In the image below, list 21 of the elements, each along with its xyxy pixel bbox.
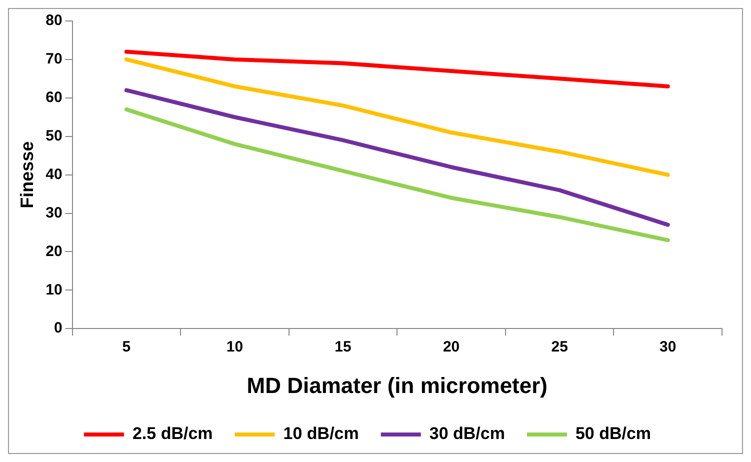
x-tick-label: 30	[660, 338, 676, 356]
y-tick-label: 80	[46, 12, 62, 30]
y-tick-label: 20	[46, 242, 62, 260]
legend-label: 10 dB/cm	[283, 424, 359, 444]
x-tick-label: 5	[122, 338, 131, 356]
y-tick-label: 40	[46, 166, 62, 183]
y-tick-label: 60	[46, 89, 62, 106]
x-tick-label: 20	[442, 338, 460, 356]
y-tick-label: 30	[46, 204, 62, 222]
x-tick-label: 15	[334, 338, 352, 356]
y-tick-label: 50	[46, 127, 62, 144]
legend-label: 2.5 dB/cm	[132, 424, 213, 444]
legend-label: 30 dB/cm	[429, 424, 505, 444]
x-tick-label: 10	[226, 338, 244, 356]
x-tick-label: 25	[551, 338, 568, 356]
x-axis-title: MD Diamater (in micrometer)	[246, 372, 548, 398]
y-tick-label: 0	[54, 320, 62, 337]
y-tick-label: 70	[46, 50, 62, 68]
y-axis-title: Finesse	[16, 141, 37, 208]
y-tick-label: 10	[46, 281, 62, 298]
legend-label: 50 dB/cm	[575, 424, 652, 444]
